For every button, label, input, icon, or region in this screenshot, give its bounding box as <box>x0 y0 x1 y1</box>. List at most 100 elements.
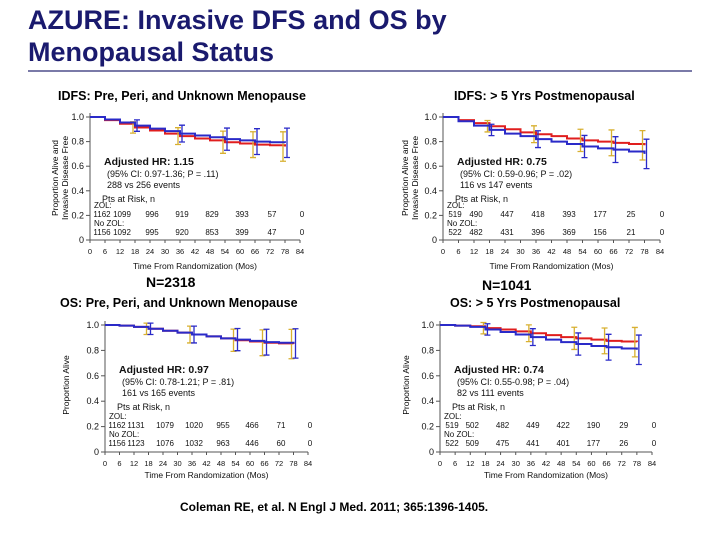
series-no-zol-line <box>90 116 286 144</box>
y-tick-label: 0.4 <box>86 396 99 406</box>
ci-label: (95% CI: 0.59-0.96; P = .02) <box>460 169 572 179</box>
x-axis-label: Time From Randomization (Mos) <box>133 261 257 271</box>
y-tick-label: 1.0 <box>71 112 84 122</box>
x-tick-label: 48 <box>217 459 225 468</box>
error-bar <box>605 333 612 361</box>
x-tick-label: 18 <box>131 247 139 256</box>
nozol-risk-value: 0 <box>652 439 657 448</box>
x-tick-label: 18 <box>481 459 489 468</box>
x-tick-label: 24 <box>146 247 154 256</box>
y-tick-label: 0 <box>79 235 84 245</box>
x-tick-label: 36 <box>532 247 540 256</box>
y-tick-label: 0.6 <box>421 371 434 381</box>
series-no-zol-line <box>443 116 646 154</box>
error-bar <box>134 119 140 132</box>
y-tick-label: 0.4 <box>71 186 84 196</box>
x-tick-label: 54 <box>231 459 239 468</box>
x-tick-label: 78 <box>289 459 297 468</box>
error-bar <box>263 328 270 356</box>
x-tick-label: 18 <box>144 459 152 468</box>
nozol-risk-value: 509 <box>466 439 480 448</box>
error-bar <box>191 325 197 344</box>
zol-risk-value: 1099 <box>113 210 131 219</box>
x-tick-label: 30 <box>512 459 520 468</box>
nozol-risk-value: 177 <box>587 439 601 448</box>
hr-label: Adjusted HR: 0.74 <box>454 364 544 376</box>
nozol-risk-label: No ZOL: <box>94 219 124 228</box>
error-bar <box>631 326 638 358</box>
y-tick-label: 0.6 <box>86 371 99 381</box>
x-tick-label: 66 <box>609 247 617 256</box>
nozol-risk-value: 995 <box>145 228 159 237</box>
error-bar <box>535 130 541 149</box>
events-label: 116 vs 147 events <box>460 180 533 190</box>
y-tick-label: 0 <box>94 447 99 457</box>
hr-label: Adjusted HR: 0.75 <box>457 156 547 168</box>
nozol-risk-value: 475 <box>496 439 510 448</box>
nozol-risk-value: 399 <box>235 228 249 237</box>
zol-risk-value: 829 <box>205 210 219 219</box>
nozol-risk-value: 446 <box>245 439 259 448</box>
nozol-risk-value: 1076 <box>156 439 174 448</box>
error-bar <box>488 123 495 137</box>
nozol-risk-value: 1092 <box>113 228 131 237</box>
series-no-zol-line <box>105 324 295 344</box>
error-bar <box>531 125 537 144</box>
y-tick-label: 0.6 <box>424 161 437 171</box>
x-tick-label: 60 <box>246 459 254 468</box>
zol-risk-value: 502 <box>466 421 480 430</box>
nozol-risk-value: 0 <box>660 228 665 237</box>
ci-label: (95% CI: 0.97-1.36; P = .11) <box>107 169 218 179</box>
citation: Coleman RE, et al. N Engl J Med. 2011; 3… <box>180 500 489 514</box>
x-tick-label: 12 <box>466 459 474 468</box>
x-axis-label: Time From Randomization (Mos) <box>145 470 269 480</box>
error-bar <box>639 129 646 161</box>
zol-risk-label: ZOL: <box>94 201 112 210</box>
error-bar <box>254 128 260 156</box>
nozol-risk-label: No ZOL: <box>444 430 474 439</box>
panel-title-os-post: OS: > 5 Yrs Postmenopausal <box>450 296 621 310</box>
nozol-risk-value: 60 <box>277 439 286 448</box>
nozol-risk-value: 26 <box>619 439 628 448</box>
x-tick-label: 54 <box>578 247 586 256</box>
error-bar <box>292 328 299 359</box>
zol-risk-value: 1162 <box>108 421 126 430</box>
zol-risk-value: 0 <box>300 210 305 219</box>
panel-title-idfs-post: IDFS: > 5 Yrs Postmenopausal <box>454 89 635 103</box>
x-tick-label: 24 <box>496 459 504 468</box>
zol-risk-value: 919 <box>175 210 189 219</box>
x-tick-label: 72 <box>618 459 626 468</box>
error-bar <box>577 128 584 153</box>
error-bar <box>224 127 230 151</box>
zol-risk-value: 1131 <box>127 421 145 430</box>
hr-label: Adjusted HR: 1.15 <box>104 156 194 168</box>
nozol-risk-value: 482 <box>469 228 483 237</box>
x-tick-label: 72 <box>625 247 633 256</box>
nozol-risk-value: 522 <box>448 228 462 237</box>
error-bar <box>575 332 582 356</box>
x-tick-label: 54 <box>572 459 580 468</box>
x-tick-label: 84 <box>296 247 304 256</box>
nozol-risk-value: 1156 <box>108 439 126 448</box>
x-tick-label: 84 <box>648 459 656 468</box>
slide-title: AZURE: Invasive DFS and OS by Menopausal… <box>28 4 447 68</box>
hr-label: Adjusted HR: 0.97 <box>119 364 209 376</box>
nozol-risk-value: 522 <box>445 439 459 448</box>
zol-risk-value: 418 <box>531 210 545 219</box>
y-tick-label: 0.2 <box>86 422 99 432</box>
error-bar <box>480 321 487 335</box>
y-tick-label: 1.0 <box>421 320 434 330</box>
zol-risk-value: 393 <box>235 210 249 219</box>
zol-risk-value: 57 <box>268 210 277 219</box>
ci-label: (95% CI: 0.78-1.21; P = .81) <box>122 377 234 387</box>
x-tick-label: 18 <box>485 247 493 256</box>
zol-risk-value: 519 <box>448 210 462 219</box>
nozol-risk-value: 0 <box>308 439 313 448</box>
zol-risk-value: 1079 <box>156 421 174 430</box>
zol-risk-label: ZOL: <box>444 412 462 421</box>
x-tick-label: 60 <box>587 459 595 468</box>
y-tick-label: 0.8 <box>86 345 99 355</box>
events-label: 288 vs 256 events <box>107 180 181 190</box>
x-tick-label: 6 <box>117 459 121 468</box>
zol-risk-value: 449 <box>526 421 540 430</box>
